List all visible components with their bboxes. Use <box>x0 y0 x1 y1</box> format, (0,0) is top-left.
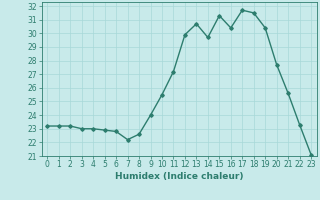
X-axis label: Humidex (Indice chaleur): Humidex (Indice chaleur) <box>115 172 244 181</box>
